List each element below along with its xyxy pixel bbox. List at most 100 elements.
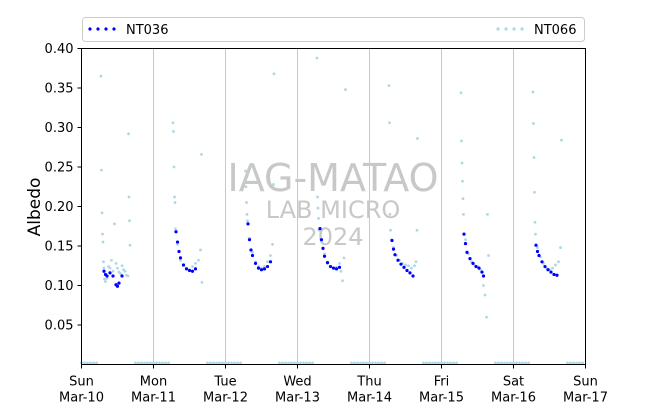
legend-marker-nt036 <box>88 27 116 31</box>
legend-marker-dot <box>104 27 108 31</box>
data-point <box>110 258 113 262</box>
data-point <box>83 361 86 365</box>
legend-marker-dot <box>96 27 100 31</box>
data-point <box>155 361 158 365</box>
data-point <box>278 361 281 365</box>
data-point <box>468 257 472 261</box>
data-point <box>477 266 481 270</box>
data-point <box>149 361 152 365</box>
data-point <box>390 238 394 243</box>
legend-label-nt036: NT036 <box>126 23 168 38</box>
data-point <box>414 260 418 264</box>
data-point <box>482 284 485 287</box>
data-point <box>471 261 475 265</box>
data-point <box>113 222 116 226</box>
data-point <box>161 361 164 365</box>
y-tick-label: 0.25 <box>45 161 74 176</box>
data-point <box>461 179 464 183</box>
data-point <box>533 220 537 224</box>
data-point <box>247 238 252 242</box>
data-point <box>405 268 409 273</box>
data-point <box>455 361 458 365</box>
data-point <box>410 266 413 270</box>
data-point <box>485 315 488 319</box>
data-point <box>483 293 487 297</box>
data-point <box>463 242 468 246</box>
data-point <box>393 253 397 257</box>
data-point <box>284 361 287 365</box>
data-point <box>320 240 323 244</box>
grid-lines <box>153 48 514 365</box>
data-point <box>462 232 466 236</box>
data-point <box>249 248 253 252</box>
data-point <box>265 264 270 269</box>
data-point <box>233 361 236 365</box>
data-point <box>172 130 175 133</box>
data-point <box>486 213 489 216</box>
data-point <box>413 264 416 268</box>
data-point <box>197 258 200 262</box>
data-point <box>152 361 155 365</box>
data-point <box>527 361 530 365</box>
data-point <box>244 185 248 189</box>
data-point <box>317 216 320 220</box>
data-point <box>315 56 319 60</box>
data-point <box>534 232 537 236</box>
legend-item-nt036: NT036 <box>88 23 168 38</box>
legend-item-nt066: NT066 <box>496 23 576 38</box>
data-point <box>362 361 365 365</box>
data-point <box>178 256 183 260</box>
data-point <box>540 260 544 264</box>
data-point <box>190 269 195 273</box>
data-point <box>338 261 341 265</box>
y-tick-label: 0.35 <box>45 82 74 97</box>
data-point <box>281 361 284 365</box>
data-point <box>245 213 249 216</box>
data-point <box>521 361 524 365</box>
data-point <box>380 361 383 365</box>
data-point <box>434 361 437 365</box>
data-point <box>101 240 105 244</box>
data-point <box>108 266 112 270</box>
data-point <box>534 243 538 247</box>
data-point <box>245 201 248 204</box>
data-point <box>316 195 319 199</box>
data-point <box>494 361 497 365</box>
data-point <box>569 361 572 365</box>
data-point <box>227 361 230 365</box>
data-point <box>481 274 486 278</box>
data-point <box>464 238 467 242</box>
data-point <box>102 260 105 264</box>
data-point <box>105 276 109 280</box>
data-point <box>497 361 500 365</box>
data-point <box>532 156 536 159</box>
data-point <box>263 265 266 268</box>
data-point <box>353 361 356 365</box>
data-point <box>341 279 344 283</box>
x-tick-label-date: Mar-17 <box>563 391 608 406</box>
data-point <box>515 361 518 365</box>
legend: NT036 NT066 <box>82 17 585 42</box>
data-point <box>172 165 176 169</box>
data-point <box>487 254 490 257</box>
data-point <box>465 250 469 254</box>
data-point <box>462 213 465 216</box>
data-point <box>128 243 132 247</box>
data-point <box>143 361 146 365</box>
data-point <box>296 361 299 365</box>
data-point <box>531 90 535 94</box>
data-point <box>391 247 396 251</box>
x-tick-label-date: Mar-14 <box>347 391 392 406</box>
data-point <box>572 361 575 365</box>
data-point <box>174 227 177 231</box>
data-point <box>209 361 212 365</box>
data-point <box>100 168 103 172</box>
data-point <box>224 361 227 365</box>
data-point <box>437 361 440 365</box>
data-point <box>374 361 377 365</box>
data-point <box>581 361 584 365</box>
data-point <box>377 361 380 365</box>
data-point <box>460 139 463 143</box>
data-point <box>524 361 527 365</box>
data-point <box>325 260 330 265</box>
